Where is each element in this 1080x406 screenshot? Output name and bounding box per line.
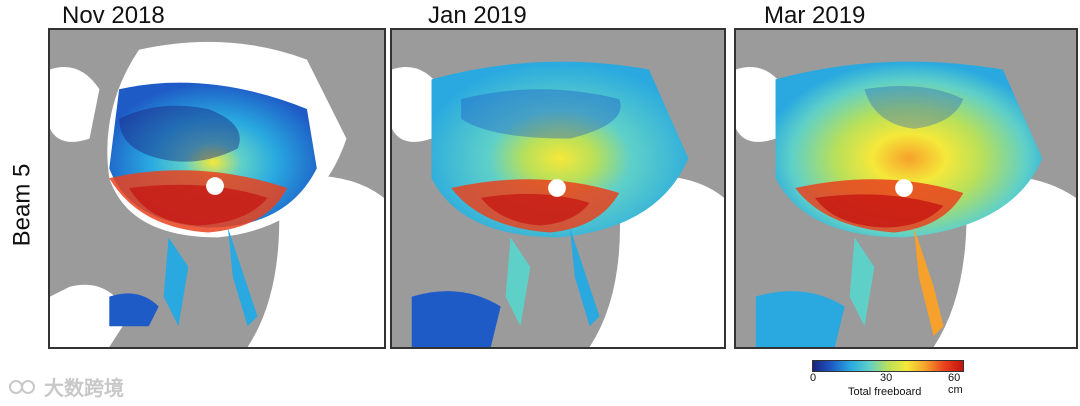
- colorbar-tick-max: 60 cm: [948, 372, 963, 396]
- colorbar-tick-min: 0: [810, 372, 817, 384]
- row-label: Beam 5: [2, 150, 42, 260]
- watermark-logo: 大数跨境: [8, 372, 124, 401]
- map-panel-mar-2019: [734, 28, 1078, 349]
- map-panel-jan-2019: [390, 28, 726, 349]
- map-svg-nov-2018: [50, 30, 384, 347]
- watermark-icon: [9, 379, 35, 394]
- colorbar-legend: 0 30 60 cm Total freeboard: [810, 360, 964, 404]
- colorbar-title: Total freeboard: [848, 386, 922, 398]
- panel-title-nov-2018: Nov 2018: [62, 2, 165, 29]
- map-panel-nov-2018: [48, 28, 386, 349]
- colorbar-tick-mid: 30: [880, 372, 893, 384]
- panel-title-jan-2019: Jan 2019: [428, 2, 527, 29]
- watermark-text: 大数跨境: [44, 378, 124, 400]
- map-svg-jan-2019: [392, 30, 724, 347]
- panel-title-mar-2019: Mar 2019: [764, 2, 866, 29]
- colorbar-gradient: [812, 360, 964, 372]
- row-label-text: Beam 5: [8, 163, 35, 247]
- map-svg-mar-2019: [736, 30, 1076, 347]
